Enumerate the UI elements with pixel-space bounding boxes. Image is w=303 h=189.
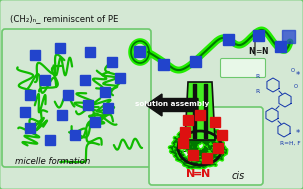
Bar [115, 73, 125, 83]
Text: (CH₂)ₙ_ reminiscent of PE: (CH₂)ₙ_ reminiscent of PE [10, 14, 118, 23]
Bar [30, 50, 40, 60]
Bar [183, 115, 193, 125]
Text: N: N [201, 169, 210, 179]
Bar [80, 75, 90, 85]
Bar [134, 46, 145, 57]
Bar [107, 57, 117, 67]
Bar [63, 90, 73, 100]
Bar [253, 30, 264, 41]
FancyArrow shape [146, 94, 198, 116]
Text: *: * [296, 129, 300, 138]
Bar [178, 138, 188, 148]
Text: trans: trans [231, 64, 255, 73]
Bar [25, 90, 35, 100]
Bar [103, 103, 113, 113]
FancyBboxPatch shape [2, 29, 151, 167]
Bar [25, 123, 35, 133]
Bar [190, 56, 201, 67]
Bar [83, 100, 93, 110]
Bar [223, 34, 234, 45]
Bar [55, 43, 65, 53]
Text: O: O [294, 84, 298, 89]
Bar [100, 87, 110, 97]
Text: N: N [186, 169, 195, 179]
Bar [213, 143, 223, 153]
Text: R: R [256, 74, 260, 79]
Text: micelle formation: micelle formation [15, 157, 90, 166]
Bar [40, 75, 50, 85]
Polygon shape [185, 82, 215, 140]
Bar [180, 127, 190, 137]
Bar [158, 59, 169, 70]
Text: solution assembly: solution assembly [135, 101, 209, 107]
Bar [202, 153, 212, 163]
Bar [282, 30, 295, 43]
FancyBboxPatch shape [149, 107, 263, 185]
Bar [217, 130, 227, 140]
Text: O: O [291, 68, 295, 73]
Bar [45, 135, 55, 145]
Text: *: * [296, 71, 300, 80]
Text: cis: cis [231, 171, 245, 181]
Bar [275, 41, 286, 52]
Bar [70, 130, 80, 140]
Bar [210, 117, 220, 127]
Text: N: N [261, 47, 268, 57]
Text: 520 nm: 520 nm [182, 145, 218, 154]
Bar [20, 107, 30, 117]
FancyBboxPatch shape [221, 59, 265, 77]
Bar [195, 110, 205, 120]
Bar [188, 150, 198, 160]
Text: =: = [255, 47, 261, 57]
Bar [57, 110, 67, 120]
Bar [85, 47, 95, 57]
Bar [90, 117, 100, 127]
Text: R=H, F: R=H, F [280, 141, 300, 146]
Text: =: = [193, 169, 203, 179]
Text: N: N [248, 47, 255, 57]
Text: R: R [256, 89, 260, 94]
